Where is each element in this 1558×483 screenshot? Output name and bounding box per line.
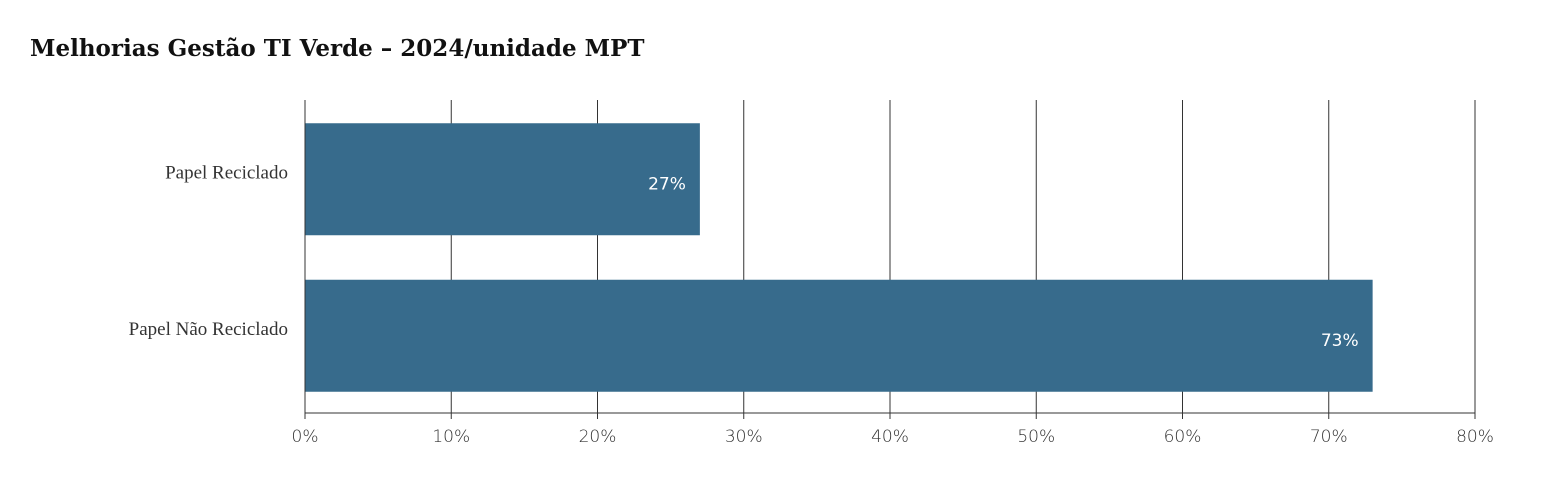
x-tick-label: 0%: [292, 427, 319, 447]
x-tick-label: 60%: [1164, 427, 1202, 447]
value-label: 27%: [648, 174, 686, 194]
value-label: 73%: [1321, 331, 1359, 351]
y-tick-label: Papel Não Reciclado: [129, 319, 288, 340]
chart-title: Melhorias Gestão TI Verde – 2024/unidade…: [30, 35, 644, 62]
x-tick-label: 30%: [725, 427, 763, 447]
x-tick-label: 10%: [432, 427, 470, 447]
x-tick-label: 70%: [1310, 427, 1348, 447]
bar: [305, 123, 700, 236]
x-tick-label: 80%: [1456, 427, 1494, 447]
x-tick-label: 20%: [579, 427, 617, 447]
x-tick-label: 50%: [1017, 427, 1055, 447]
y-tick-label: Papel Reciclado: [165, 163, 288, 184]
bar: [305, 279, 1373, 392]
x-tick-label: 40%: [871, 427, 909, 447]
